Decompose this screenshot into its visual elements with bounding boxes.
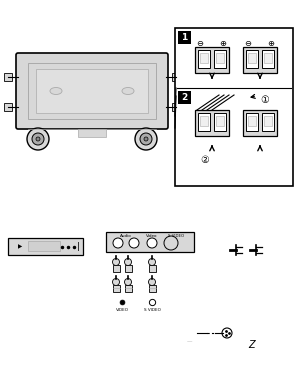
Bar — [148, 265, 155, 272]
Text: ②: ② — [201, 155, 209, 165]
Bar — [4, 103, 12, 111]
Bar — [262, 113, 274, 131]
Bar — [198, 50, 210, 68]
Ellipse shape — [50, 88, 62, 95]
Bar — [248, 116, 256, 126]
Bar — [172, 73, 180, 81]
Bar — [172, 103, 180, 111]
Circle shape — [144, 137, 148, 141]
Text: Z: Z — [249, 340, 255, 350]
Bar — [248, 53, 256, 63]
Text: S VIDEO: S VIDEO — [168, 234, 184, 238]
Text: ⊖: ⊖ — [244, 40, 251, 48]
Circle shape — [113, 238, 123, 248]
Circle shape — [148, 258, 155, 265]
Bar — [246, 50, 258, 68]
Circle shape — [112, 279, 119, 286]
Text: 2: 2 — [182, 93, 188, 102]
Bar — [112, 285, 119, 292]
Circle shape — [124, 258, 131, 265]
Bar — [216, 116, 224, 126]
Bar — [36, 69, 148, 113]
Bar — [175, 28, 293, 186]
Text: VIDEO: VIDEO — [116, 308, 128, 312]
Circle shape — [222, 328, 232, 338]
Circle shape — [140, 133, 152, 145]
Bar — [243, 110, 277, 136]
Bar — [262, 50, 274, 68]
Circle shape — [148, 279, 155, 286]
Bar — [178, 31, 191, 44]
Ellipse shape — [122, 88, 134, 95]
Text: 1: 1 — [182, 33, 188, 42]
Bar — [124, 265, 131, 272]
Bar — [200, 116, 208, 126]
Text: ⊖: ⊖ — [196, 40, 203, 48]
Circle shape — [164, 236, 178, 250]
Bar — [198, 113, 210, 131]
Bar — [214, 113, 226, 131]
Bar — [243, 47, 277, 73]
Circle shape — [36, 137, 40, 141]
Bar — [78, 129, 106, 137]
Circle shape — [135, 128, 157, 150]
Bar — [148, 285, 155, 292]
Circle shape — [129, 238, 139, 248]
Circle shape — [147, 238, 157, 248]
Bar — [106, 232, 194, 252]
Text: |: | — [76, 242, 80, 251]
Bar — [216, 53, 224, 63]
Text: S VIDEO: S VIDEO — [144, 308, 160, 312]
Bar — [264, 53, 272, 63]
Bar — [195, 47, 229, 73]
Bar — [124, 285, 131, 292]
Text: ①: ① — [261, 95, 269, 105]
Text: ▶: ▶ — [18, 244, 22, 249]
Text: Audio: Audio — [120, 234, 132, 238]
Bar — [214, 50, 226, 68]
Text: ⊕: ⊕ — [220, 40, 226, 48]
Bar — [28, 63, 156, 119]
Text: ⊕: ⊕ — [268, 40, 274, 48]
Bar — [264, 116, 272, 126]
Bar — [195, 110, 229, 136]
Text: Video: Video — [146, 234, 158, 238]
Bar — [8, 238, 83, 255]
Bar — [246, 113, 258, 131]
Bar — [200, 53, 208, 63]
Bar — [28, 241, 60, 251]
Circle shape — [112, 258, 119, 265]
Bar — [4, 73, 12, 81]
Circle shape — [32, 133, 44, 145]
FancyBboxPatch shape — [16, 53, 168, 129]
Text: —: — — [186, 339, 192, 344]
Bar — [178, 91, 191, 104]
Circle shape — [27, 128, 49, 150]
Bar — [112, 265, 119, 272]
Circle shape — [124, 279, 131, 286]
